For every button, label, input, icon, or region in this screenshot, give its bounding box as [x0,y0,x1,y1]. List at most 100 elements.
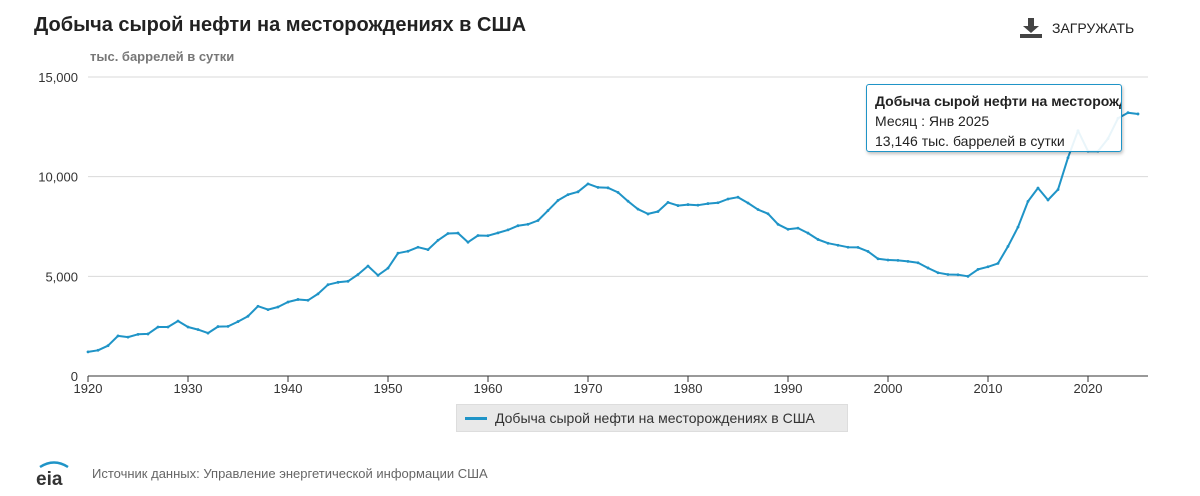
legend-item[interactable]: Добыча сырой нефти на месторождениях в С… [456,404,848,432]
data-point [896,258,900,262]
eia-logo: eia [36,461,69,488]
data-point [586,182,590,186]
data-point [476,234,480,237]
data-source: Источник данных: Управление энергетическ… [92,465,488,481]
data-point [176,319,180,323]
download-button[interactable]: ЗАГРУЖАТЬ [1020,18,1134,38]
data-point [296,298,300,301]
data-point [196,328,200,331]
data-point [776,222,780,226]
data-point [496,231,500,235]
data-point [546,209,550,212]
data-point [96,348,100,352]
data-point [506,228,510,232]
data-point [656,210,660,213]
data-point [946,273,950,276]
data-point [466,240,470,244]
data-point [966,274,970,278]
data-point [236,320,240,323]
data-point [616,191,620,194]
download-icon [1020,18,1042,38]
data-point [306,298,310,302]
data-point [976,267,980,271]
x-tick-label: 2010 [974,381,1003,396]
data-point [996,261,1000,265]
data-point [606,186,610,190]
data-point [1016,225,1020,229]
data-point [596,186,600,189]
data-point [746,201,750,205]
data-point [1056,188,1060,192]
data-point [216,325,220,328]
data-point [256,304,260,308]
data-point [1126,111,1130,115]
data-point [86,350,90,354]
data-point [386,266,390,270]
data-point [986,265,990,269]
data-point [286,300,290,304]
data-point [706,202,710,205]
y-tick-label: 15,000 [38,70,78,85]
data-point [936,271,940,275]
data-point [906,259,910,263]
data-point [116,334,120,338]
data-point [406,249,410,253]
data-point [556,198,560,202]
data-point [346,279,350,283]
data-point [486,234,490,238]
data-point [716,201,720,205]
data-point [816,238,820,241]
data-point [206,331,210,335]
data-point [126,335,130,339]
data-point [666,200,670,204]
data-point [736,195,740,199]
data-point [646,212,650,216]
data-point [636,207,640,211]
data-point [1026,199,1030,203]
data-point [166,325,170,329]
data-point [276,305,280,309]
data-point [926,266,930,270]
data-point [326,283,330,287]
data-point [436,238,440,242]
data-point [356,273,360,276]
x-tick-label: 2000 [874,381,903,396]
x-tick-label: 1990 [774,381,803,396]
data-point [396,251,400,255]
series-line[interactable] [87,111,1139,353]
grid-lines [88,76,1148,277]
x-tick-label: 1950 [374,381,403,396]
y-tick-label: 5,000 [45,269,78,284]
data-point [426,248,430,252]
data-point [336,280,340,284]
x-tick-label: 1920 [74,381,103,396]
data-point [526,222,530,226]
y-tick-label: 0 [71,369,78,384]
data-point [956,273,960,277]
tooltip-month: Месяц : Янв 2025 [875,113,990,129]
data-point [566,193,570,197]
tooltip: Добыча сырой нефти на месторожден Месяц … [866,84,1122,152]
tooltip-value: 13,146 тыс. баррелей в сутки [875,133,1065,149]
data-point [136,332,140,336]
data-point [516,224,520,228]
data-point [366,264,370,268]
data-point [696,203,700,207]
data-point [826,241,830,245]
data-point [376,273,380,277]
data-point [1036,186,1040,190]
data-point [1006,245,1010,248]
download-label: ЗАГРУЖАТЬ [1052,20,1135,36]
data-point [856,246,860,249]
chart-title: Добыча сырой нефти на месторождениях в С… [34,14,527,36]
data-point [916,261,920,265]
y-axis-label: тыс. баррелей в сутки [90,49,234,64]
data-point [536,219,540,222]
y-tick-label: 10,000 [38,170,78,185]
data-point [576,190,580,194]
data-point [456,231,460,235]
data-point [1066,156,1070,160]
data-point [846,245,850,249]
data-point [796,226,800,230]
series-points [86,111,1140,354]
